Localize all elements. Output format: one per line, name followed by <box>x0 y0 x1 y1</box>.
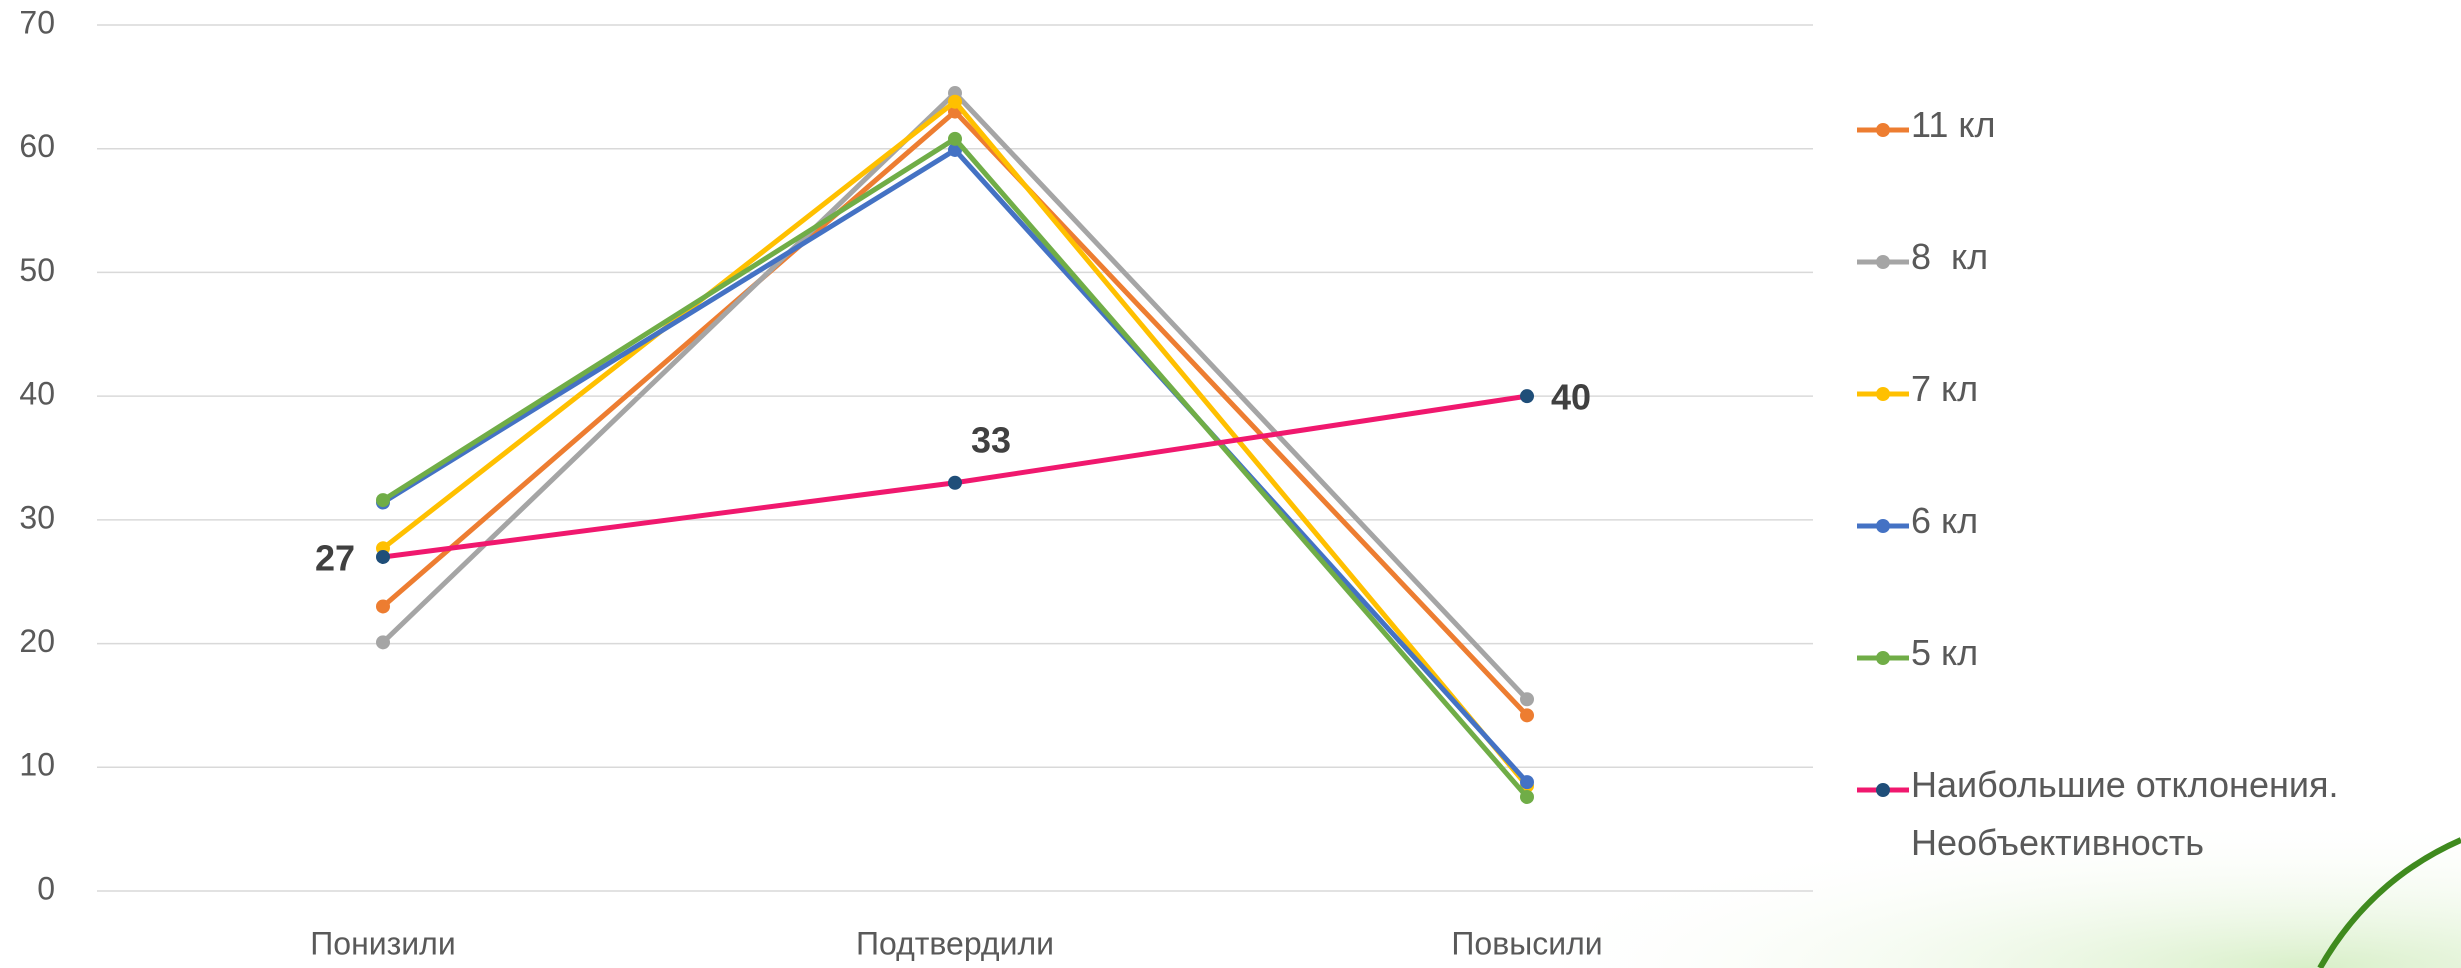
background-decoration <box>2317 837 2461 968</box>
legend-marker <box>1876 651 1890 665</box>
data-point <box>376 493 390 508</box>
legend-swatch <box>1857 651 1909 665</box>
series-line <box>381 146 1529 784</box>
legend-item: 8 кл <box>1855 236 2451 286</box>
legend-swatch <box>1857 123 1909 137</box>
y-tick-label: 60 <box>19 128 55 164</box>
data-point <box>948 475 962 490</box>
legend-marker <box>1876 255 1890 269</box>
legend-label: Наибольшие отклонения. Необъективность <box>1911 764 2349 863</box>
y-tick-label: 40 <box>19 376 55 412</box>
data-point <box>1520 389 1534 404</box>
legend-marker <box>1876 123 1890 137</box>
data-point <box>376 549 390 564</box>
data-point <box>948 94 962 109</box>
data-label: 40 <box>1551 377 1591 418</box>
legend-item: 7 кл <box>1855 368 2451 418</box>
series-line <box>381 135 1529 799</box>
legend-marker <box>1876 519 1890 533</box>
legend-swatch <box>1857 519 1909 533</box>
y-tick-label: 70 <box>19 4 55 40</box>
legend-label: 8 кл <box>1911 236 1989 277</box>
data-point <box>1520 692 1534 707</box>
x-tick-label: Понизили <box>310 925 455 961</box>
legend-swatch <box>1857 783 1909 797</box>
data-point <box>1520 789 1534 804</box>
legend-marker <box>1876 783 1890 797</box>
data-point <box>948 131 962 146</box>
y-tick-label: 30 <box>19 499 55 535</box>
x-tick-label: Повысили <box>1451 925 1602 961</box>
legend-item: 6 кл <box>1855 500 2451 550</box>
legend-item: 11 кл <box>1855 104 2451 154</box>
data-label: 27 <box>315 537 355 578</box>
legend-swatch <box>1857 255 1909 269</box>
x-tick-label: Подтвердили <box>856 925 1054 961</box>
legend-swatch <box>1857 387 1909 401</box>
legend-item: Наибольшие отклонения. Необъективность <box>1855 764 2451 872</box>
legend-label: 7 кл <box>1911 368 1979 409</box>
y-tick-label: 10 <box>19 747 55 783</box>
legend-label: 11 кл <box>1911 104 1996 145</box>
legend-label: 6 кл <box>1911 500 1979 541</box>
data-label: 33 <box>971 419 1011 460</box>
data-point <box>376 599 390 614</box>
data-point <box>376 635 390 650</box>
legend-marker <box>1876 387 1890 401</box>
legend-label: 5 кл <box>1911 632 1979 673</box>
legend-item: 5 кл <box>1855 632 2451 682</box>
background-decoration <box>1440 780 2461 968</box>
data-point <box>1520 708 1534 723</box>
data-point <box>1520 775 1534 790</box>
y-tick-label: 20 <box>19 623 55 659</box>
y-tick-label: 50 <box>19 252 55 288</box>
y-tick-label: 0 <box>37 870 55 906</box>
series-line <box>381 98 1529 788</box>
